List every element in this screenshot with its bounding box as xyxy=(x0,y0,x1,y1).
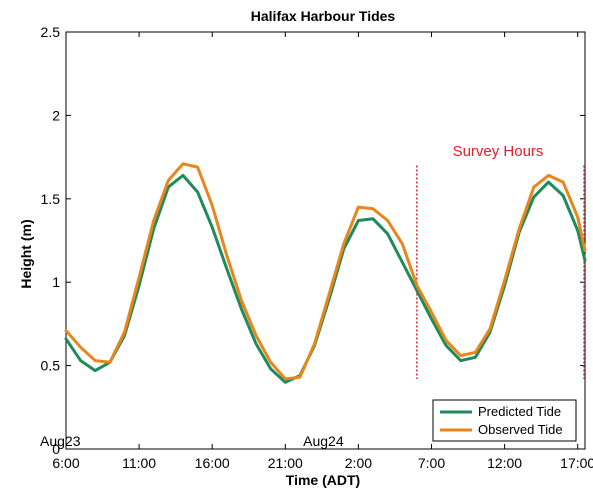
date-label: Aug23 xyxy=(40,433,81,449)
legend-label-observed: Observed Tide xyxy=(478,422,563,437)
x-axis-title: Time (ADT) xyxy=(286,472,360,488)
x-tick-label: 7:00 xyxy=(418,455,445,471)
y-tick-label: 1.5 xyxy=(41,191,61,207)
legend-label-predicted: Predicted Tide xyxy=(478,404,561,419)
date-label: Aug24 xyxy=(303,433,344,449)
x-tick-label: 2:00 xyxy=(345,455,372,471)
y-tick-label: 0 xyxy=(52,441,60,457)
y-tick-label: 2.5 xyxy=(41,24,61,40)
x-tick-label: 21:00 xyxy=(268,455,303,471)
y-tick-label: 2 xyxy=(52,107,60,123)
x-tick-label: 17:00 xyxy=(560,455,593,471)
survey-hours-annotation: Survey Hours xyxy=(453,143,544,160)
legend: Predicted Tide Observed Tide xyxy=(432,399,577,442)
x-tick-label: 16:00 xyxy=(195,455,230,471)
y-axis-title: Height (m) xyxy=(18,219,34,288)
x-tick-label: 12:00 xyxy=(487,455,522,471)
plot-area: 6:00 11:00 16:00 21:00 2:00 7:00 12:00 17:00 0 0.… xyxy=(40,24,593,471)
series-line-observed-tide xyxy=(64,162,587,381)
y-tick-label: 1 xyxy=(52,274,60,290)
x-tick-label: 11:00 xyxy=(122,455,156,471)
y-tick-label: 0.5 xyxy=(41,358,61,374)
legend-box xyxy=(432,399,577,442)
chart-title: Halifax Harbour Tides xyxy=(251,8,396,24)
plot-frame xyxy=(65,31,586,450)
x-tick-label: 6:00 xyxy=(52,455,79,471)
